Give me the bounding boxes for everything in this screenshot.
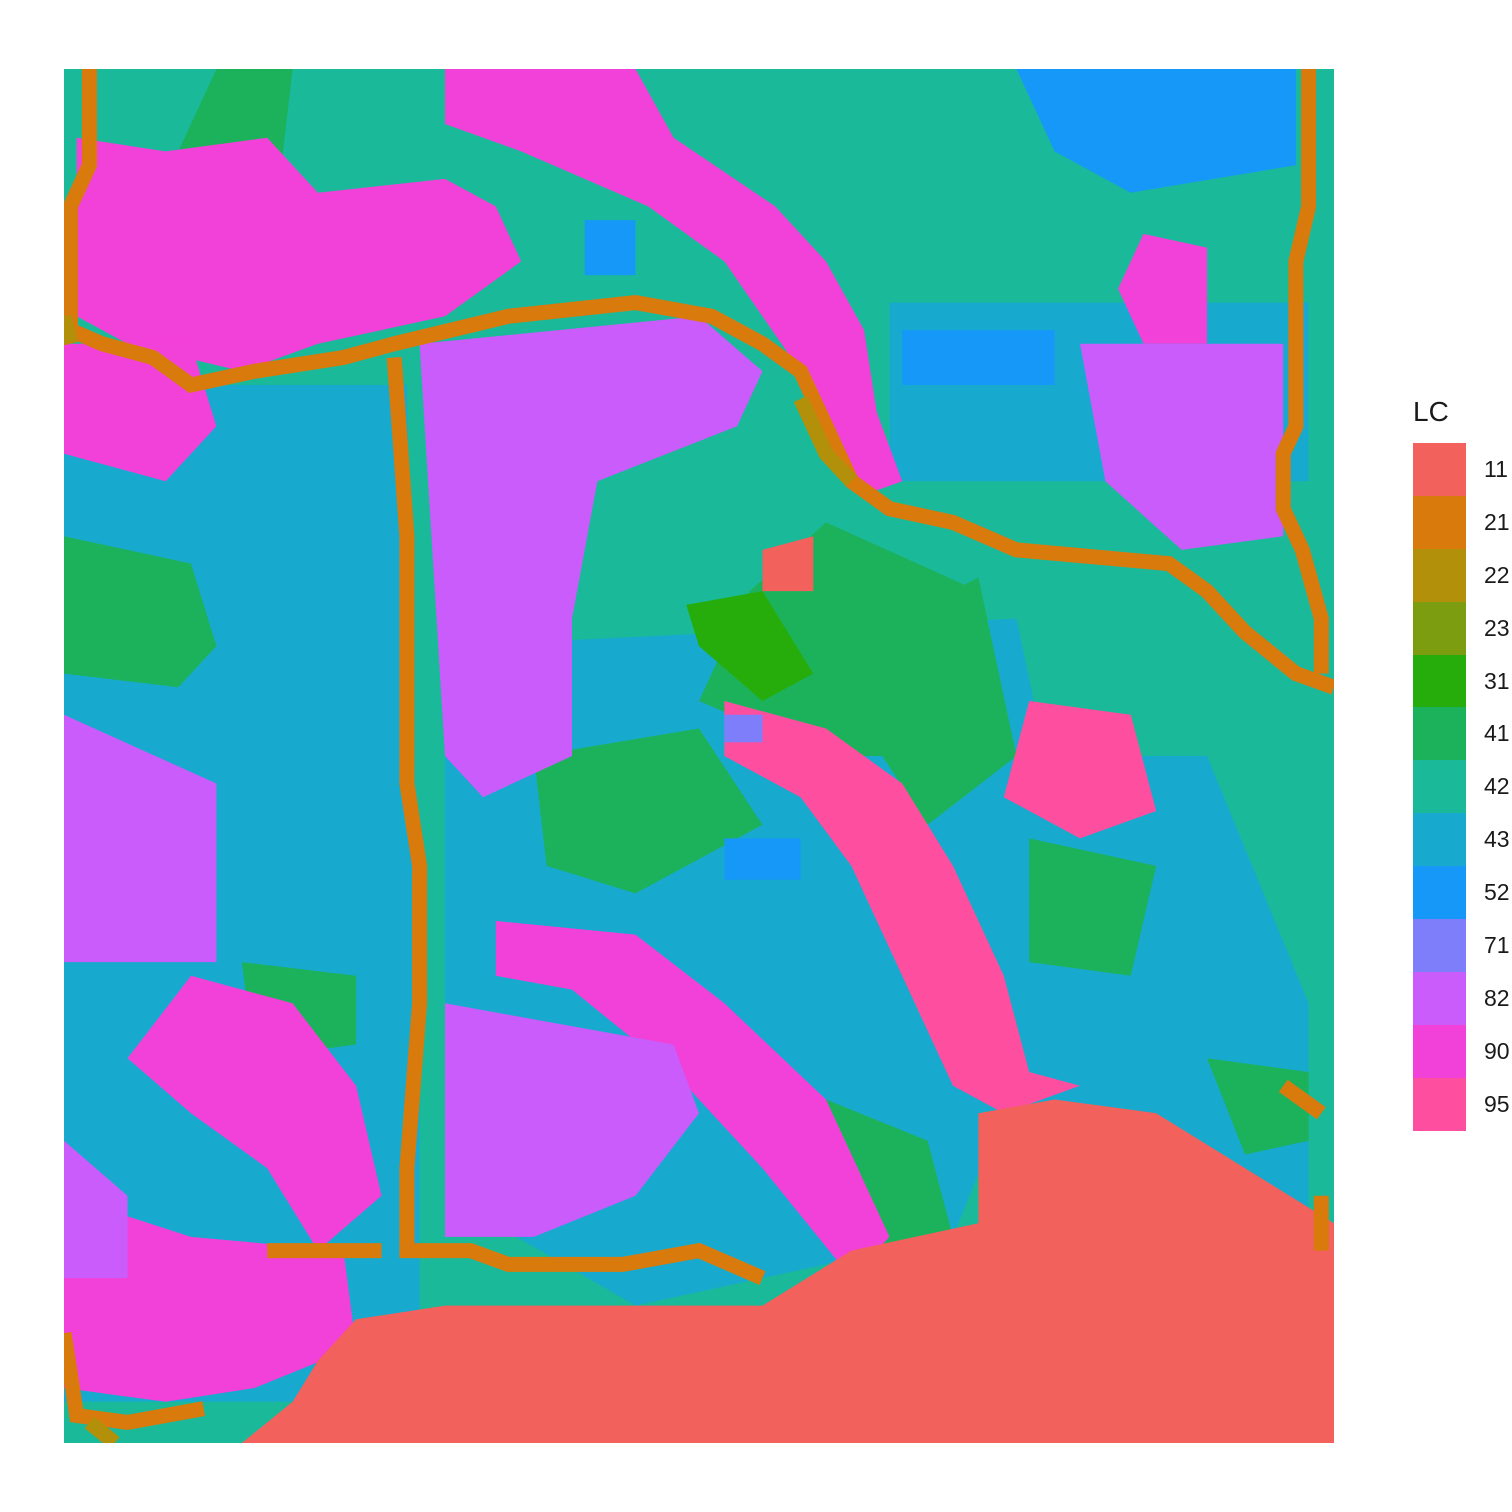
map-region-class-41-8 [1029, 838, 1157, 976]
map-region-class-41-11 [533, 728, 763, 894]
legend-swatch-43 [1413, 813, 1466, 867]
land-cover-map [64, 69, 1334, 1443]
legend-swatch-23 [1413, 601, 1466, 655]
legend-swatch-41 [1413, 707, 1466, 761]
map-region-class-90-14 [76, 137, 522, 372]
map-region-class-82-23 [64, 714, 217, 963]
legend-item-95: 95 [1413, 1077, 1510, 1131]
map-line-class-22-9 [84, 1416, 120, 1443]
legend-item-42: 42 [1413, 760, 1510, 814]
legend-item-82: 82 [1413, 971, 1510, 1025]
legend-swatch-52 [1413, 866, 1466, 920]
legend-label-21: 21 [1484, 508, 1510, 535]
legend-swatch-82 [1413, 971, 1466, 1025]
legend-label-31: 31 [1484, 667, 1510, 694]
legend-swatch-95 [1413, 1077, 1466, 1131]
map-region-class-90-18 [495, 920, 890, 1279]
map-line-class-21-6 [64, 1331, 206, 1430]
legend-item-22: 22 [1413, 548, 1510, 602]
map-region-class-52-28 [1016, 69, 1296, 193]
map-region-class-90-17 [1118, 233, 1207, 344]
legend-label-95: 95 [1484, 1090, 1510, 1117]
legend-swatch-22 [1413, 548, 1466, 602]
legend-item-41: 41 [1413, 707, 1510, 761]
legend-item-52: 52 [1413, 866, 1510, 920]
map-line-class-21-3 [1275, 69, 1329, 674]
map-region-class-82-22 [1080, 343, 1284, 550]
legend-label-41: 41 [1484, 720, 1510, 747]
map-region-class-41-10 [864, 577, 1017, 825]
map-region-class-95-26 [724, 701, 1080, 1114]
map-region-class-90-15 [445, 69, 903, 495]
legend-label-43: 43 [1484, 826, 1510, 853]
legend-label-82: 82 [1484, 984, 1510, 1011]
legend-label-71: 71 [1484, 931, 1510, 958]
legend-label-23: 23 [1484, 614, 1510, 641]
map-line-class-21-4 [1278, 1079, 1326, 1120]
legend-items: 11 21 22 23 31 41 42 43 52 71 82 90 95 [1413, 443, 1510, 1131]
map-region-class-90-19 [127, 975, 382, 1251]
map-region-class-82-24 [445, 1003, 699, 1237]
legend-item-23: 23 [1413, 601, 1510, 655]
legend-item-31: 31 [1413, 654, 1510, 708]
map-region-class-52-30 [724, 838, 801, 880]
legend-item-71: 71 [1413, 919, 1510, 972]
map-region-class-11-34 [241, 1099, 1334, 1443]
legend-item-90: 90 [1413, 1024, 1510, 1078]
legend-swatch-90 [1413, 1024, 1466, 1078]
legend-label-42: 42 [1484, 773, 1510, 800]
legend-label-52: 52 [1484, 879, 1510, 906]
map-region-class-95-27 [1003, 701, 1157, 839]
legend-swatch-31 [1413, 654, 1466, 708]
map-line-class-22-7 [793, 395, 857, 487]
map-region-class-52-31 [584, 220, 636, 276]
land-cover-raster [64, 69, 1334, 1443]
legend-label-90: 90 [1484, 1037, 1510, 1064]
legend-item-21: 21 [1413, 495, 1510, 549]
map-line-class-21-0 [64, 69, 1334, 695]
map-region-class-52-29 [902, 330, 1055, 385]
legend-title: LC [1413, 396, 1449, 427]
map-region-class-11-35 [762, 536, 814, 592]
legend: LC 11 21 22 23 31 41 42 43 52 71 82 90 95 [1413, 393, 1510, 1131]
legend-item-43: 43 [1413, 813, 1510, 867]
legend-label-11: 11 [1484, 455, 1508, 482]
legend-item-11: 11 [1413, 443, 1510, 496]
map-line-class-22-8 [64, 314, 78, 346]
legend-swatch-71 [1413, 919, 1466, 972]
legend-label-22: 22 [1484, 561, 1510, 588]
legend-swatch-11 [1413, 443, 1466, 496]
map-region-class-82-21 [419, 316, 763, 798]
legend-swatch-42 [1413, 760, 1466, 814]
map-region-class-41-6 [64, 536, 217, 688]
map-region-class-41-9 [1207, 1058, 1309, 1155]
map-line-class-21-1 [386, 356, 766, 1285]
map-region-class-31-32 [686, 591, 814, 701]
map-region-class-71-33 [724, 714, 763, 743]
legend-swatch-21 [1413, 495, 1466, 549]
map-region-class-82-25 [64, 1140, 128, 1279]
